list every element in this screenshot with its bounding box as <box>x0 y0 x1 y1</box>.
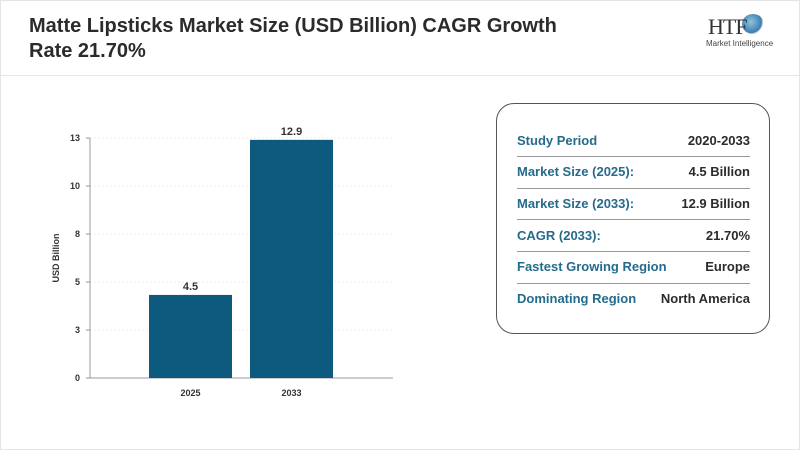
summary-label: Market Size (2025): <box>517 164 635 180</box>
summary-value: 4.5 Billion <box>688 164 750 180</box>
summary-row: Dominating Region North America <box>517 283 750 315</box>
summary-row: Market Size (2025): 4.5 Billion <box>517 156 750 189</box>
summary-row: Study Period 2020-2033 <box>517 124 750 157</box>
logo-graphic-icon <box>742 14 764 34</box>
summary-label: Dominating Region <box>517 291 637 306</box>
x-tick-label: 2033 <box>281 388 301 398</box>
y-tick-label: 3 <box>75 325 80 335</box>
summary-row: Market Size (2033): 12.9 Billion <box>517 187 750 221</box>
summary-panel: Study Period 2020-2033 Market Size (2025):… <box>496 103 770 334</box>
page-title: Matte Lipsticks Market Size (USD Billion… <box>29 15 557 62</box>
x-tick-label: 2025 <box>180 388 200 398</box>
htf-logo: HTF Market Intelligence <box>700 12 780 52</box>
summary-value: 12.9 Billion <box>681 195 750 211</box>
bar-2025 <box>149 294 232 378</box>
header-divider <box>0 75 800 76</box>
summary-value: Europe <box>705 259 750 275</box>
logo-text: HTF <box>708 14 748 39</box>
data-label: 4.5 <box>183 281 198 293</box>
summary-label: Study Period <box>517 132 598 148</box>
summary-value: North America <box>660 291 750 306</box>
summary-value: 21.70% <box>705 227 750 243</box>
summary-label: Fastest Growing Region <box>517 259 667 275</box>
data-label: 12.9 <box>281 126 302 138</box>
summary-value: 2020-2033 <box>687 132 750 148</box>
summary-label: CAGR (2033): <box>517 227 601 243</box>
y-axis-label: USD Billion <box>51 234 61 283</box>
logo-subtitle: Market Intelligence <box>706 39 774 48</box>
bar-2033 <box>250 139 333 378</box>
summary-row: CAGR (2033): 21.70% <box>517 219 750 253</box>
summary-label: Market Size (2033): <box>517 195 635 211</box>
y-tick-label: 10 <box>70 181 80 191</box>
summary-row: Fastest Growing Region Europe <box>517 251 750 284</box>
y-tick-label: 8 <box>75 229 80 239</box>
y-tick-label: 0 <box>75 373 80 383</box>
y-tick-label: 5 <box>75 277 80 287</box>
y-tick-label: 13 <box>70 133 80 143</box>
